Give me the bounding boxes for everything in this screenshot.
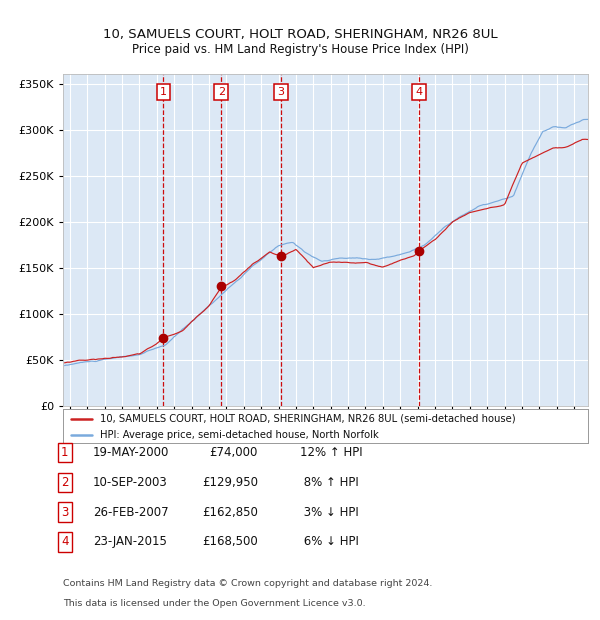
Text: 12% ↑ HPI: 12% ↑ HPI — [300, 446, 362, 459]
Text: 2: 2 — [61, 476, 68, 489]
Text: 1: 1 — [61, 446, 68, 459]
Text: £74,000: £74,000 — [209, 446, 258, 459]
Text: 3: 3 — [61, 506, 68, 518]
Text: Contains HM Land Registry data © Crown copyright and database right 2024.: Contains HM Land Registry data © Crown c… — [63, 578, 433, 588]
Text: 10-SEP-2003: 10-SEP-2003 — [93, 476, 168, 489]
Text: £162,850: £162,850 — [202, 506, 258, 518]
Text: 8% ↑ HPI: 8% ↑ HPI — [300, 476, 359, 489]
Text: 4: 4 — [415, 87, 422, 97]
Text: 1: 1 — [160, 87, 167, 97]
Text: 19-MAY-2000: 19-MAY-2000 — [93, 446, 169, 459]
Text: HPI: Average price, semi-detached house, North Norfolk: HPI: Average price, semi-detached house,… — [100, 430, 379, 440]
Text: 10, SAMUELS COURT, HOLT ROAD, SHERINGHAM, NR26 8UL: 10, SAMUELS COURT, HOLT ROAD, SHERINGHAM… — [103, 28, 497, 41]
Text: 26-FEB-2007: 26-FEB-2007 — [93, 506, 169, 518]
Text: 6% ↓ HPI: 6% ↓ HPI — [300, 536, 359, 548]
Text: 3: 3 — [278, 87, 284, 97]
Text: Price paid vs. HM Land Registry's House Price Index (HPI): Price paid vs. HM Land Registry's House … — [131, 43, 469, 56]
Text: 4: 4 — [61, 536, 68, 548]
Text: 10, SAMUELS COURT, HOLT ROAD, SHERINGHAM, NR26 8UL (semi-detached house): 10, SAMUELS COURT, HOLT ROAD, SHERINGHAM… — [100, 414, 515, 423]
Text: 3% ↓ HPI: 3% ↓ HPI — [300, 506, 359, 518]
Text: £129,950: £129,950 — [202, 476, 258, 489]
Text: £168,500: £168,500 — [202, 536, 258, 548]
Text: 23-JAN-2015: 23-JAN-2015 — [93, 536, 167, 548]
Text: 2: 2 — [218, 87, 225, 97]
Text: This data is licensed under the Open Government Licence v3.0.: This data is licensed under the Open Gov… — [63, 598, 365, 608]
